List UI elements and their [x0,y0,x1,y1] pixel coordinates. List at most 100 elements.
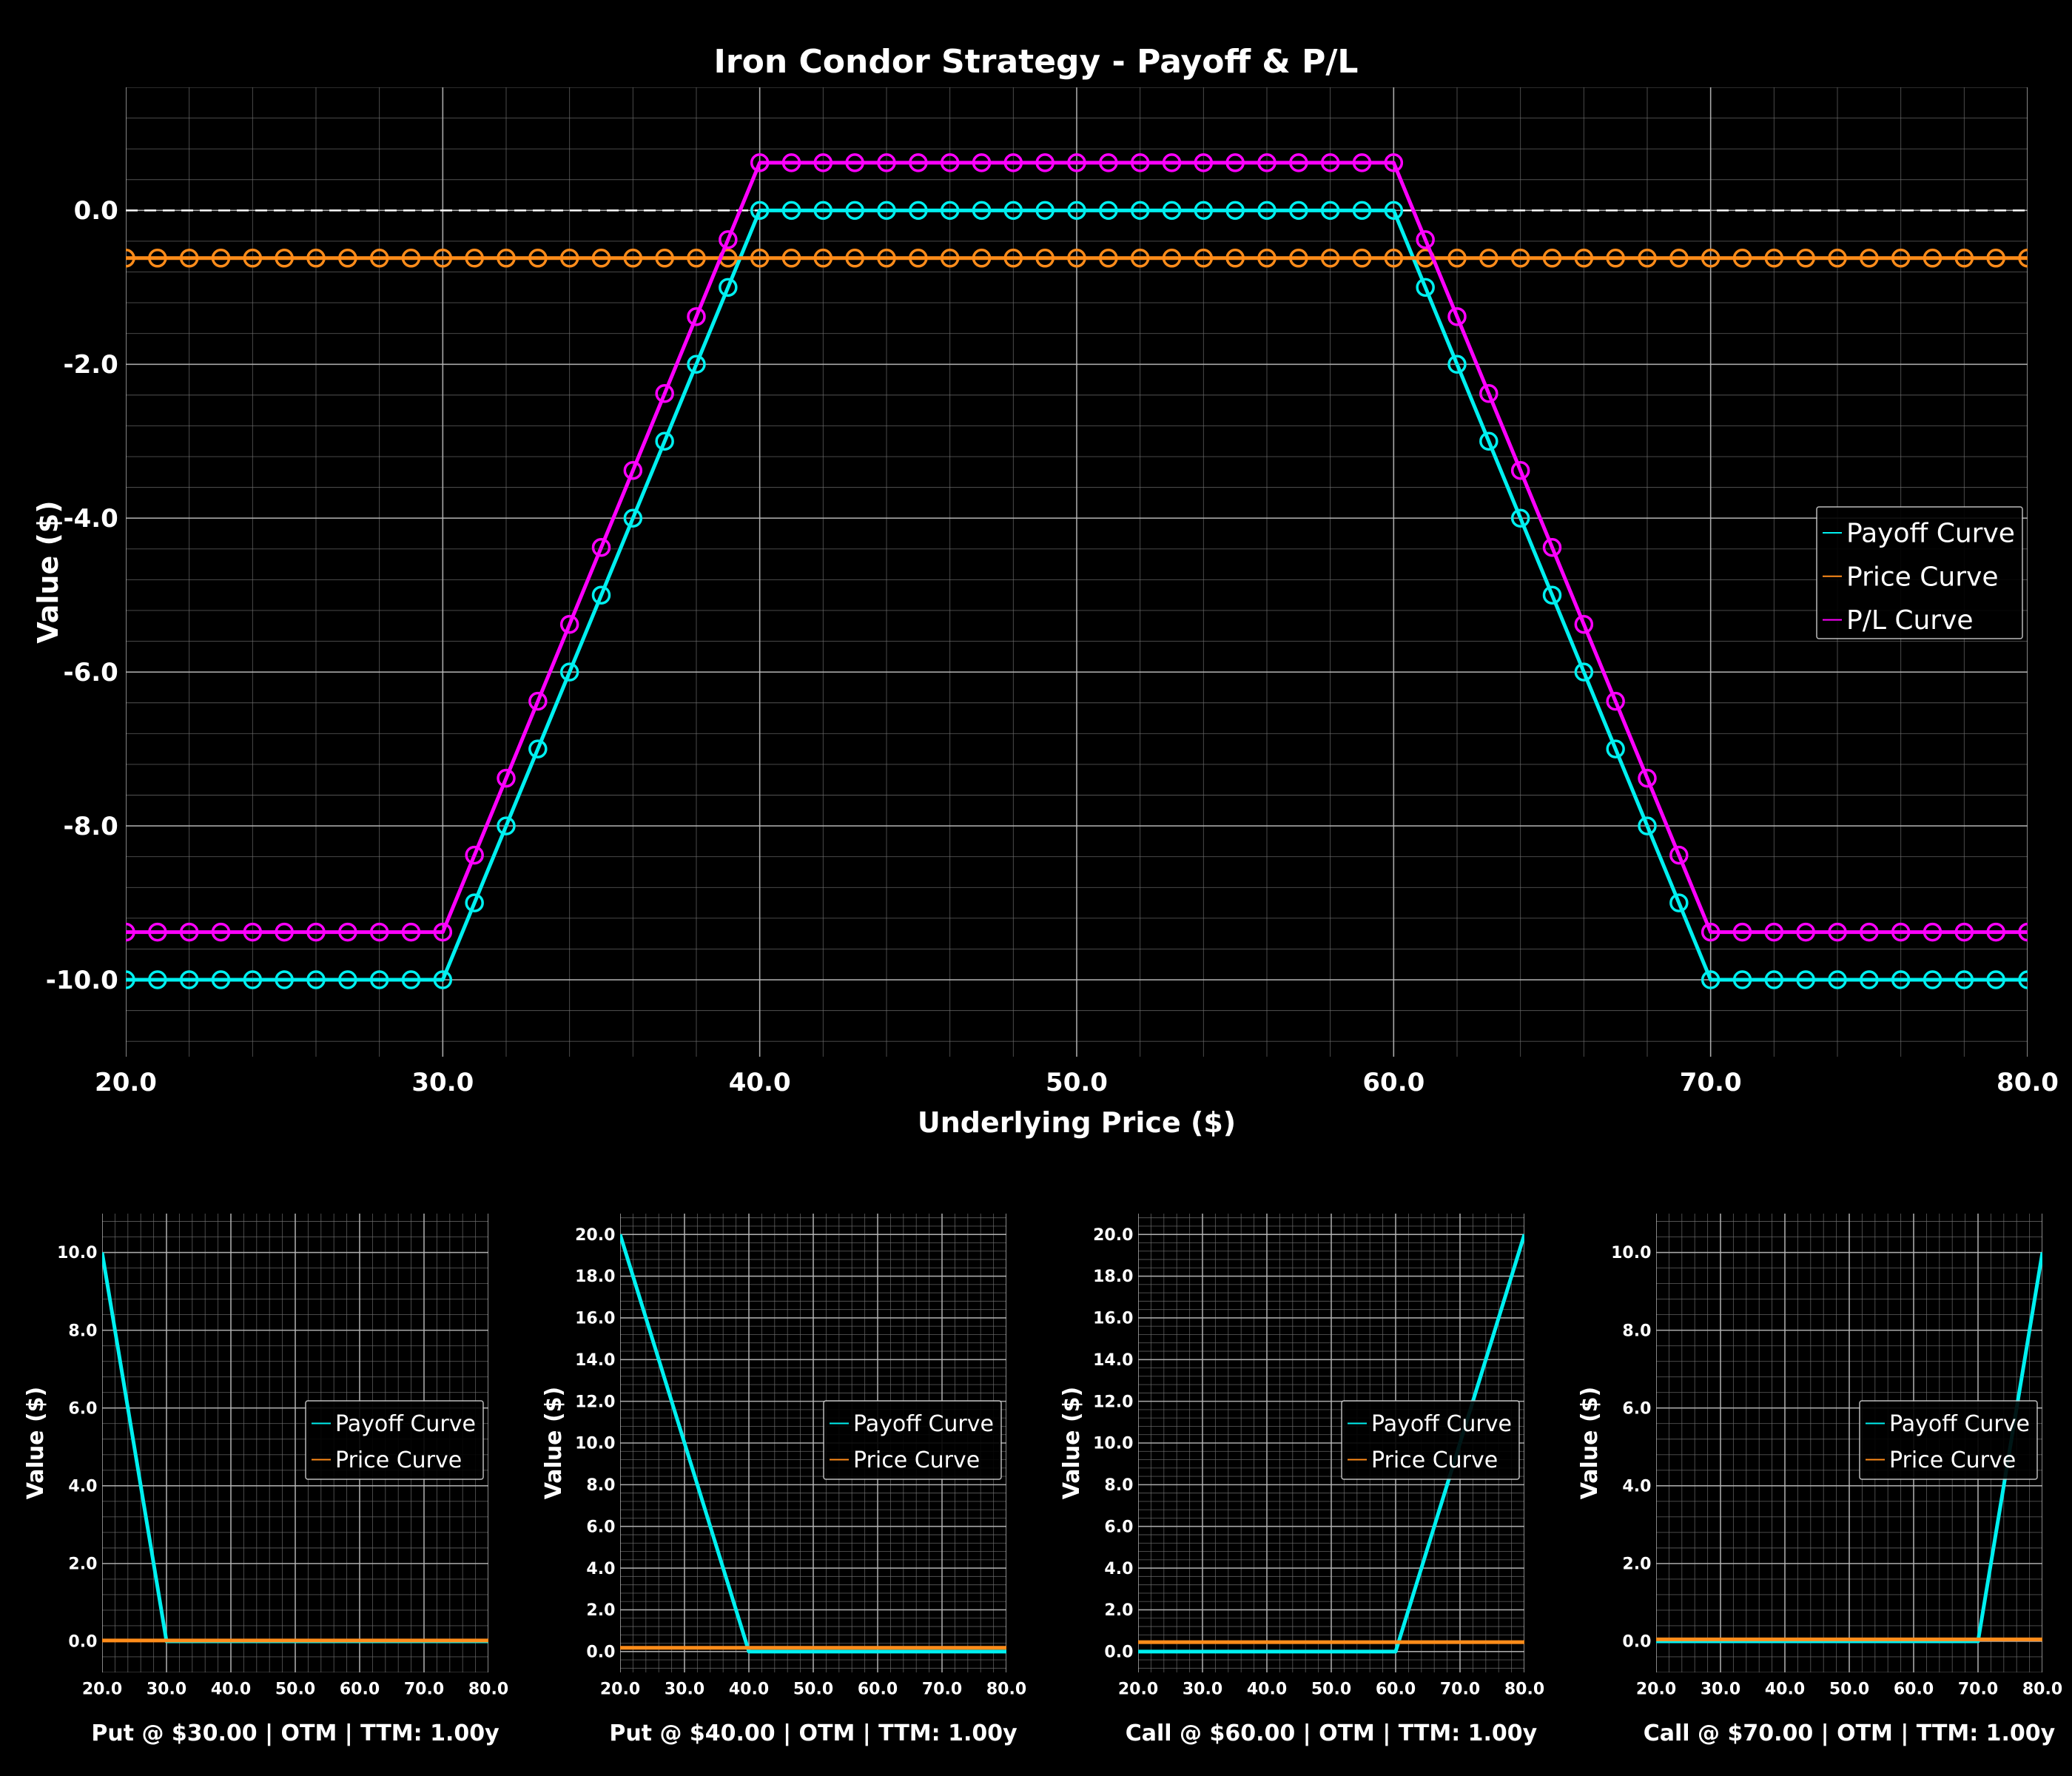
data-point [2018,249,2028,268]
data-point [1352,249,1372,268]
data-point [655,384,674,403]
data-point [909,249,928,268]
x-tick-label: 80.0 [986,1681,1026,1699]
data-point [369,970,389,989]
data-point [1289,201,1308,221]
data-point [877,201,896,221]
data-point [1669,893,1689,912]
data-point [148,249,167,268]
data-point [148,922,167,942]
data-point [972,153,992,172]
data-point [401,922,421,942]
x-axis-title: Put @ $40.00 | OTM | TTM: 1.00y [609,1720,1018,1746]
x-tick-label: 20.0 [600,1681,640,1699]
y-axis-title: Value ($) [32,500,64,643]
x-tick-label: 60.0 [340,1681,380,1699]
data-point [1194,201,1214,221]
data-point [687,249,706,268]
data-point [338,970,357,989]
data-point [275,249,294,268]
x-tick-label: 40.0 [211,1681,251,1699]
data-point [1796,970,1815,989]
legend-label: Payoff Curve [335,1411,476,1437]
data-point [1986,922,2005,942]
data-point [719,278,738,297]
data-point [940,249,960,268]
data-point [369,249,389,268]
data-point [1162,201,1182,221]
data-point [1606,739,1625,758]
data-point [1606,249,1625,268]
x-tick-label: 30.0 [411,1068,474,1097]
data-point [591,585,611,605]
data-point [1447,354,1467,374]
x-tick-label: 80.0 [1504,1681,1544,1699]
data-point [1416,278,1435,297]
data-point [1986,249,2005,268]
y-tick-label: 2.0 [1622,1555,1651,1574]
y-tick-label: 8.0 [68,1322,97,1340]
y-tick-label: 12.0 [575,1393,615,1411]
chart-main: 20.0 30.0 40.0 50.0 60.0 70.0 80.0 0.0 -2.0 -4.0 -… [32,87,2059,1139]
data-point [148,970,167,989]
data-point [1542,249,1562,268]
x-tick-label: 20.0 [82,1681,122,1699]
y-tick-label: 0.0 [74,196,118,226]
data-point [401,970,421,989]
data-point [1542,537,1562,557]
legend-label: Price Curve [1889,1447,2016,1473]
y-axis-title: Value ($) [1577,1387,1603,1500]
data-point [1320,201,1340,221]
data-point [306,922,326,942]
data-point [211,922,231,942]
legend-label: Payoff Curve [1846,519,2015,549]
y-tick-label: 4.0 [1104,1560,1133,1578]
y-tick-label: 14.0 [1093,1351,1133,1370]
y-tick-label: -6.0 [63,658,118,687]
x-tick-label: 80.0 [468,1681,508,1699]
data-point [687,354,706,374]
data-point [1891,970,1911,989]
x-tick-label: 70.0 [404,1681,444,1699]
data-point [497,816,516,835]
y-tick-label: 16.0 [1093,1310,1133,1328]
data-point [1352,201,1372,221]
data-point [1130,249,1150,268]
y-tick-label: 10.0 [1093,1435,1133,1453]
series-group-leg2 [620,1234,1006,1654]
data-point [750,153,770,172]
data-point [1479,384,1498,403]
data-point [909,201,928,221]
x-tick-label: 40.0 [729,1681,769,1699]
data-point [1764,249,1784,268]
data-point [1257,153,1276,172]
data-point [1035,153,1054,172]
data-point [972,201,992,221]
series-line-payoff-curve [126,208,2028,982]
data-point [1099,201,1118,221]
data-point [306,970,326,989]
data-point [845,153,864,172]
data-point [1891,249,1911,268]
data-point [243,922,263,942]
legend-label: P/L Curve [1846,605,1974,636]
chart-leg3: 20.0 30.0 40.0 50.0 60.0 70.0 80.0 0.0 2.0 4.0 6.0… [1059,1214,1544,1746]
data-point [1035,249,1054,268]
data-point [591,249,611,268]
data-point [1130,153,1150,172]
chart-leg2: 20.0 30.0 40.0 50.0 60.0 70.0 80.0 0.0 2.0 4.0 6.0… [541,1214,1026,1746]
data-point [750,201,770,221]
data-point [1860,922,1879,942]
data-point [781,153,801,172]
data-point [1384,201,1404,221]
data-point [623,508,643,528]
data-point [623,461,643,480]
data-point [243,970,263,989]
data-point [1923,249,1942,268]
y-tick-label: -4.0 [63,504,118,534]
data-point [1320,249,1340,268]
data-point [877,249,896,268]
legend-leg2: Payoff Curve Price Curve [823,1400,1002,1480]
y-tick-label: 0.0 [68,1633,97,1652]
chart-title: Iron Condor Strategy - Payoff & P/L [714,43,1359,81]
